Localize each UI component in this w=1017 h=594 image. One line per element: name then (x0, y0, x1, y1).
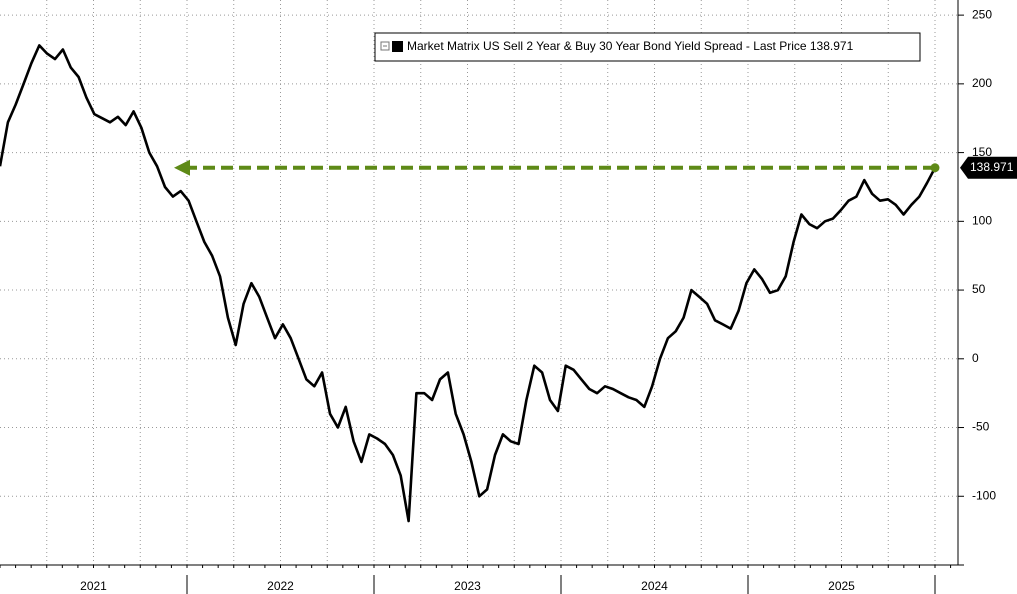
y-tick-label: 200 (972, 76, 992, 90)
legend-box (374, 32, 921, 62)
legend-swatch (392, 41, 403, 52)
last-price-label: 138.971 (970, 160, 1014, 174)
last-price-tag (960, 156, 1017, 179)
series-line (0, 44, 937, 523)
x-tick-label: 2022 (267, 579, 294, 593)
x-tick-label: 2023 (454, 579, 481, 593)
y-tick-label: -50 (972, 420, 990, 434)
legend: Market Matrix US Sell 2 Year & Buy 30 Ye… (374, 32, 921, 62)
plot (0, 44, 940, 523)
legend-label: Market Matrix US Sell 2 Year & Buy 30 Ye… (407, 39, 854, 53)
y-tick-label: 100 (972, 213, 992, 227)
x-tick-label: 2024 (641, 579, 668, 593)
y-tick-label: 250 (972, 7, 992, 21)
y-tick-label: 150 (972, 145, 992, 159)
y-tick-label: -100 (972, 488, 996, 502)
grid (0, 0, 958, 565)
last-point (930, 163, 940, 173)
x-tick-label: 2025 (828, 579, 855, 593)
reference-arrowhead (174, 159, 190, 176)
y-tick-label: 0 (972, 351, 979, 365)
y-tick-label: 50 (972, 282, 986, 296)
x-tick-label: 2021 (80, 579, 107, 593)
